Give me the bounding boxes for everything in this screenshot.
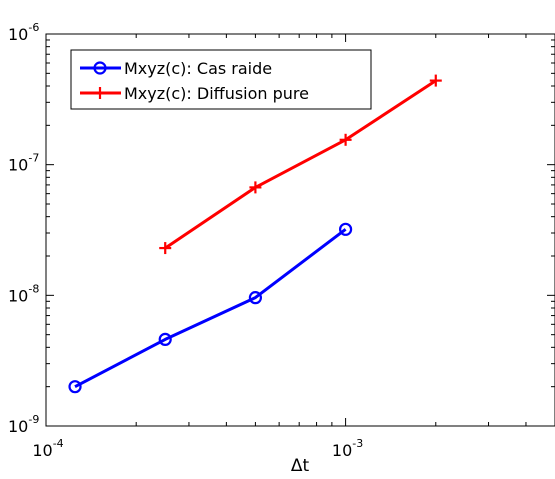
y-tick-label: 10-6 bbox=[8, 21, 39, 44]
series-2 bbox=[159, 74, 442, 255]
data-point bbox=[338, 222, 353, 236]
x-axis-label: Δt bbox=[291, 456, 310, 476]
data-point bbox=[429, 74, 442, 87]
legend-label: Mxyz(c): Cas raide bbox=[124, 59, 272, 78]
series-1 bbox=[68, 222, 353, 394]
y-tick-label: 10-8 bbox=[8, 282, 39, 305]
legend-box bbox=[70, 49, 372, 110]
series-layer bbox=[68, 74, 442, 394]
data-point bbox=[158, 332, 172, 346]
legend-item: Mxyz(c): Diffusion pure bbox=[80, 84, 309, 103]
data-point bbox=[248, 291, 263, 305]
x-tick-label: 10-4 bbox=[32, 437, 63, 460]
x-tick-label: 10-3 bbox=[332, 437, 363, 460]
series-line bbox=[74, 228, 347, 389]
legend-item: Mxyz(c): Cas raide bbox=[80, 59, 272, 78]
data-point bbox=[339, 133, 352, 146]
y-tick-label: 10-7 bbox=[8, 152, 39, 175]
legend: Mxyz(c): Cas raide Mxyz(c): Diffusion pur… bbox=[70, 49, 372, 110]
data-point bbox=[159, 242, 172, 255]
y-tick-label: 10-9 bbox=[8, 413, 39, 436]
legend-marker bbox=[93, 61, 107, 75]
legend-marker bbox=[94, 87, 106, 99]
data-point bbox=[249, 181, 262, 194]
axis-ticks: 10-4 10-3 10-9 10-8 10-7 10-6 bbox=[8, 21, 555, 460]
series-line bbox=[164, 79, 437, 250]
data-point bbox=[68, 380, 82, 394]
legend-label: Mxyz(c): Diffusion pure bbox=[124, 84, 309, 103]
